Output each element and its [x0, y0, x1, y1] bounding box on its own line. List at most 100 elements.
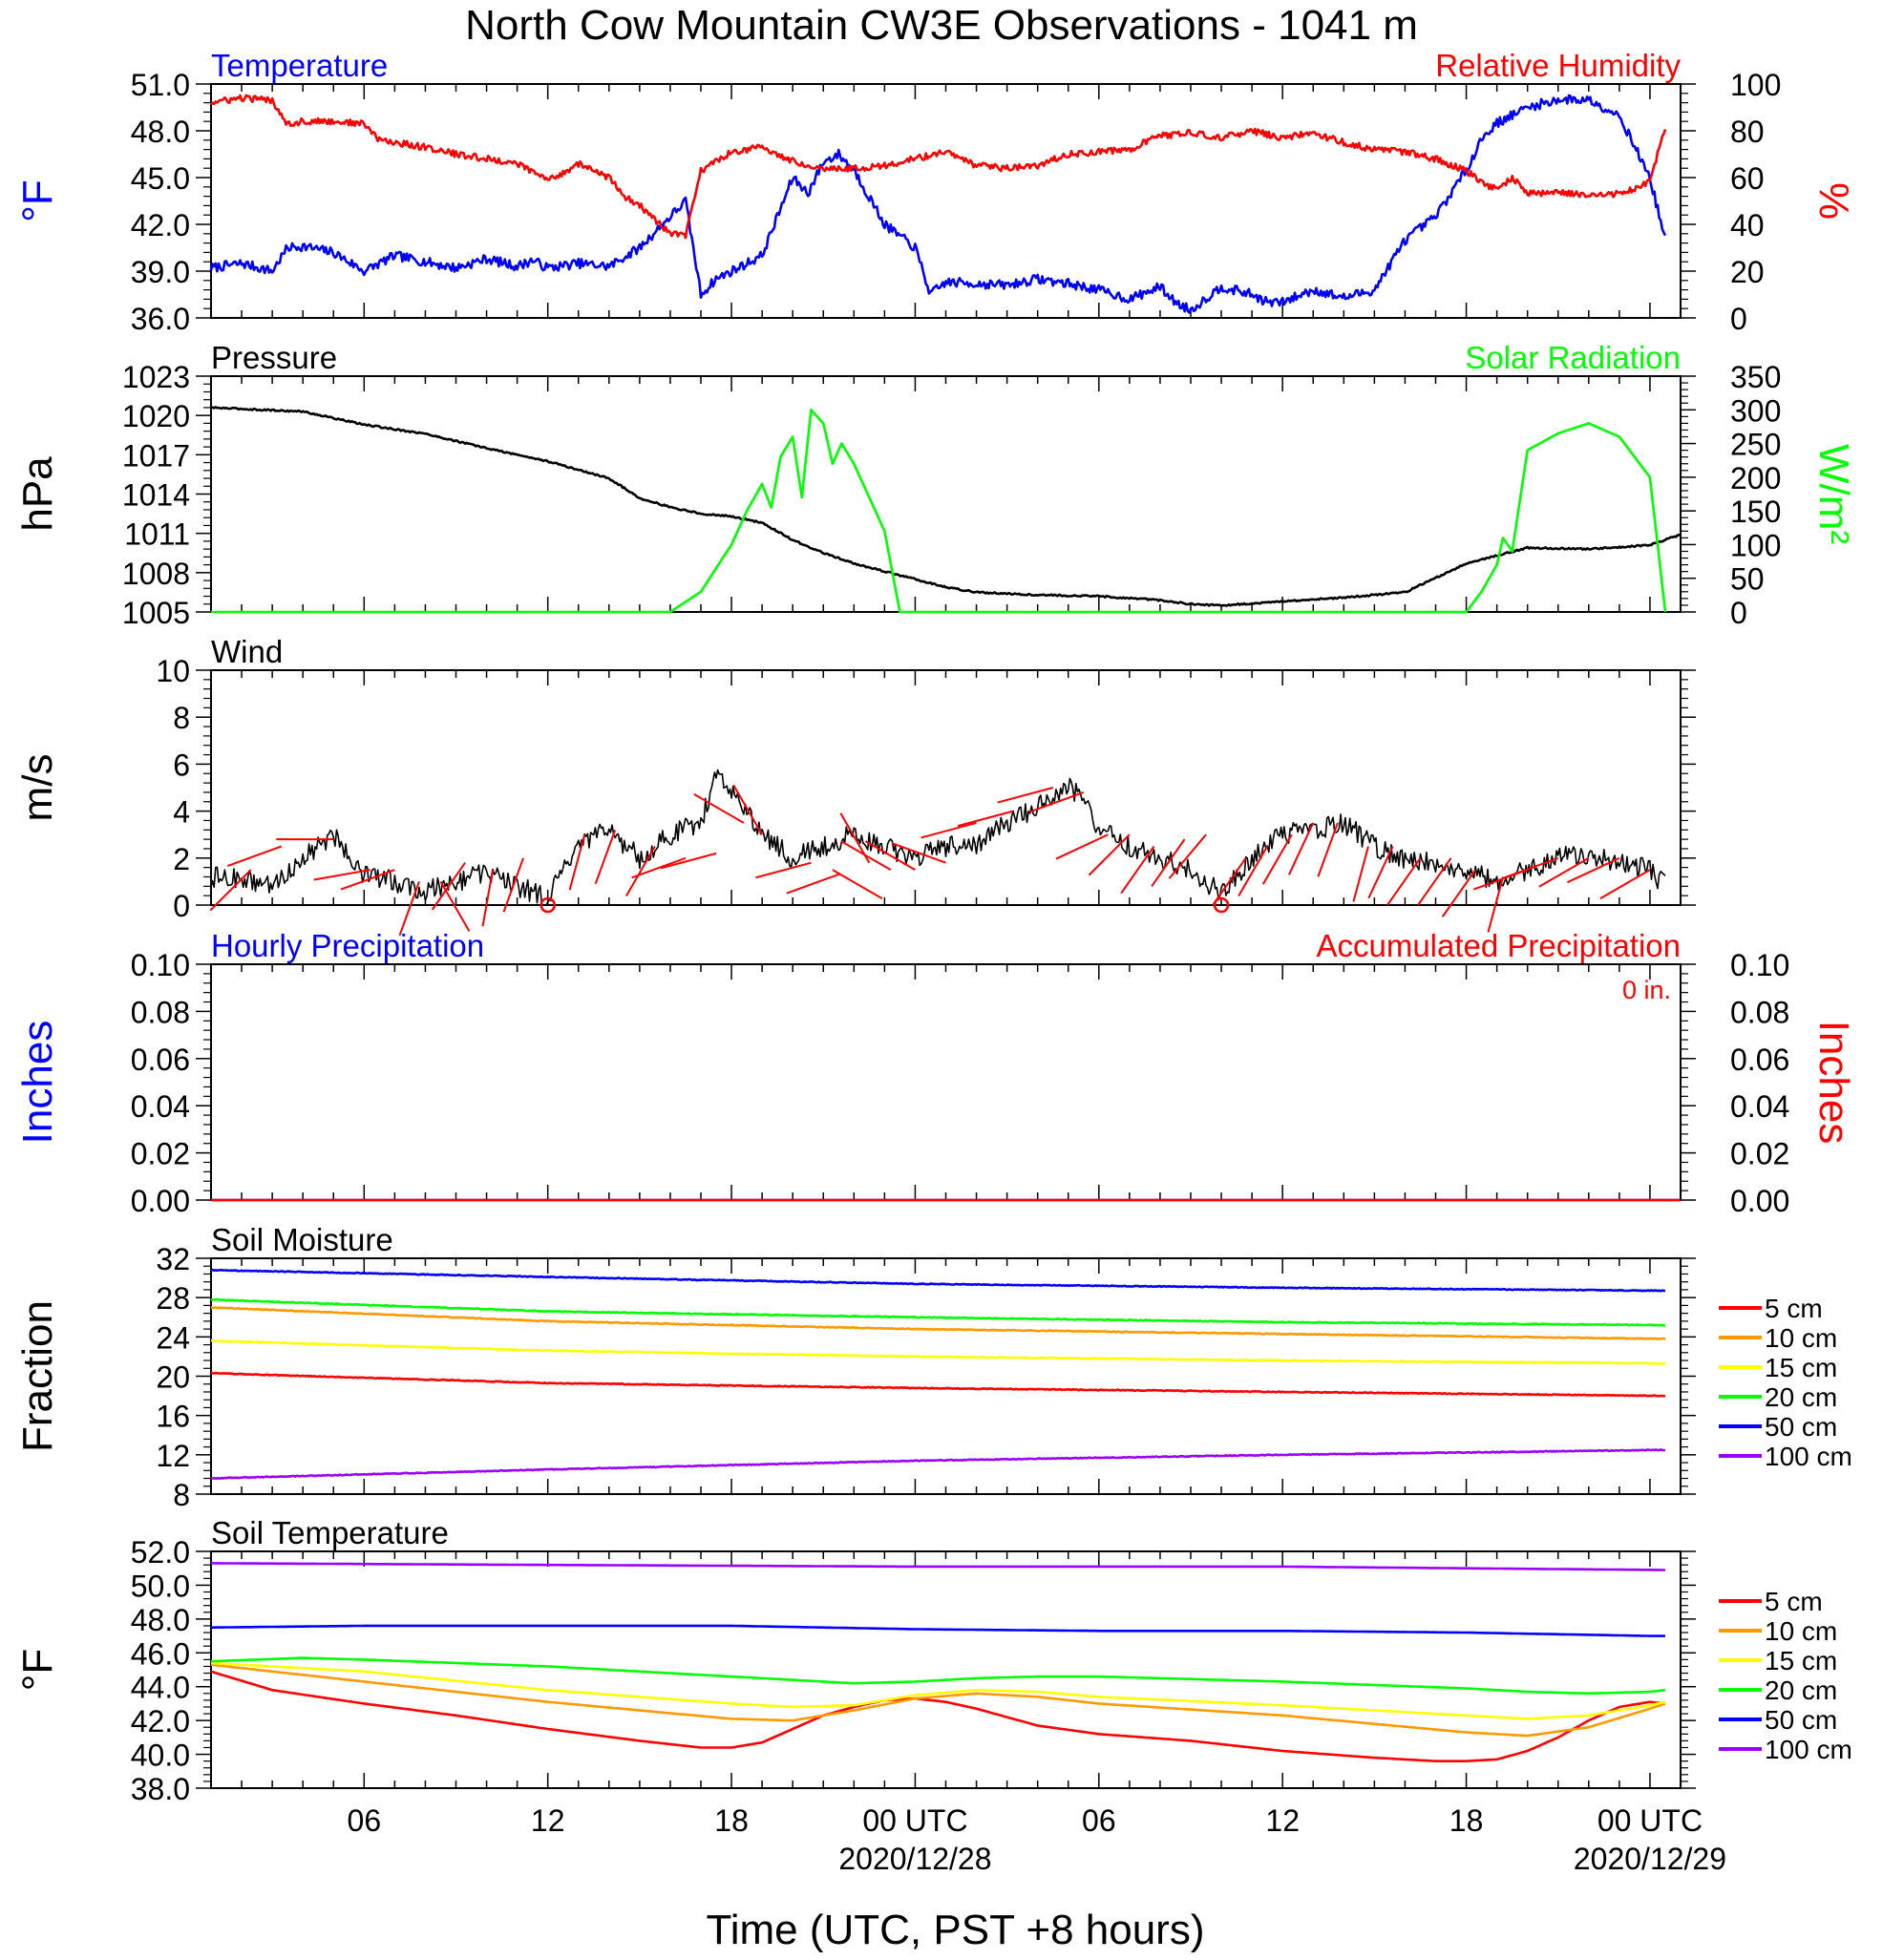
- y-tick-label-right: 100: [1730, 528, 1781, 562]
- y-tick-label-left: 48.0: [131, 1603, 190, 1637]
- wind-barb: [568, 833, 586, 891]
- wind-barb: [840, 840, 892, 871]
- y-tick-label-left: 1020: [122, 399, 190, 433]
- legend-label: 20 cm: [1765, 1382, 1837, 1412]
- y-tick-label-right: 20: [1730, 255, 1765, 289]
- wind-barb: [594, 829, 617, 885]
- panel-title-left: Wind: [211, 634, 283, 669]
- series-line-15-cm: [211, 1338, 1666, 1365]
- y-tick-label-left: 39.0: [131, 255, 190, 289]
- y-axis-label-left: °F: [14, 179, 61, 221]
- panel-frame: [210, 963, 1682, 1201]
- wind-barb: [1487, 876, 1505, 933]
- legend-label: 10 cm: [1765, 1616, 1837, 1646]
- wind-barb: [1261, 833, 1293, 885]
- wind-barb: [481, 869, 494, 927]
- y-tick-label-left: 8: [173, 1478, 190, 1512]
- wind-barb: [209, 869, 252, 912]
- wind-barb: [1538, 856, 1590, 888]
- y-tick-label-left: 1023: [122, 360, 190, 394]
- y-tick-label-left: 0.04: [131, 1089, 190, 1124]
- wind-barb: [1441, 869, 1477, 917]
- y-tick-label-right: 0.10: [1730, 948, 1789, 982]
- series-line-100-cm: [210, 1448, 1665, 1480]
- x-tick-label: 00 UTC: [862, 1803, 967, 1838]
- y-axis-label-left: hPa: [14, 456, 61, 532]
- wind-barb: [957, 810, 1014, 828]
- wind-barb: [693, 793, 745, 824]
- y-tick-label-left: 10: [156, 654, 190, 688]
- legend-label: 20 cm: [1765, 1675, 1837, 1705]
- wind-barb: [1599, 869, 1651, 899]
- series-line-5-cm: [210, 1371, 1666, 1398]
- y-tick-label-right: 350: [1730, 360, 1781, 394]
- wind-barb: [1120, 845, 1155, 895]
- series-line-solar-radiation: [211, 409, 1667, 614]
- y-axis-label-left: °F: [14, 1649, 61, 1691]
- panel-title-right: Solar Radiation: [1465, 340, 1681, 375]
- y-tick-label-right: 250: [1730, 428, 1781, 462]
- x-tick-date-label: 2020/12/29: [1574, 1842, 1726, 1876]
- y-tick-label-left: 51.0: [131, 68, 190, 102]
- legend-label: 100 cm: [1765, 1442, 1852, 1471]
- y-tick-label-right: 50: [1730, 562, 1765, 597]
- wind-barb: [625, 846, 656, 896]
- y-tick-label-left: 28: [156, 1281, 190, 1316]
- y-tick-label-left: 1014: [122, 478, 190, 513]
- y-tick-label-right: 0.04: [1730, 1089, 1789, 1124]
- panel-title-left: Temperature: [211, 48, 388, 83]
- wind-barb: [1151, 838, 1186, 887]
- y-tick-label-left: 8: [173, 701, 190, 735]
- series-line-relative-humidity: [210, 94, 1667, 240]
- y-axis-label-left: Inches: [14, 1021, 61, 1145]
- wind-barb: [1352, 846, 1369, 902]
- legend-label: 5 cm: [1765, 1587, 1823, 1616]
- series-line-20-cm: [210, 1656, 1666, 1696]
- legend-label: 50 cm: [1765, 1705, 1837, 1735]
- wind-barb: [502, 857, 524, 913]
- calm-wind-circle: [540, 896, 556, 914]
- y-tick-label-left: 0.10: [131, 948, 190, 982]
- series-line-pressure: [210, 406, 1682, 607]
- legend-label: 10 cm: [1765, 1323, 1837, 1353]
- wind-barb: [1386, 857, 1422, 906]
- y-tick-label-left: 46.0: [131, 1636, 190, 1671]
- legend-label: 15 cm: [1765, 1646, 1837, 1675]
- wind-barb: [832, 869, 883, 899]
- wind-barb: [1168, 833, 1207, 879]
- wind-barb: [340, 869, 395, 891]
- y-tick-label-left: 44.0: [131, 1671, 190, 1705]
- y-tick-label-left: 40.0: [131, 1739, 190, 1773]
- x-tick-label: 12: [1265, 1803, 1300, 1838]
- y-tick-label-left: 4: [173, 795, 190, 830]
- y-tick-label-left: 36.0: [131, 302, 190, 336]
- y-tick-label-left: 1008: [122, 557, 190, 591]
- calm-wind-circle: [1213, 896, 1230, 914]
- panel-title-left: Soil Temperature: [211, 1515, 449, 1550]
- legend-label: 5 cm: [1765, 1294, 1823, 1323]
- y-tick-label-left: 42.0: [131, 208, 190, 242]
- y-tick-label-right: 80: [1730, 115, 1765, 149]
- series-line-50-cm: [211, 1624, 1665, 1637]
- panel-title-left: Pressure: [211, 340, 337, 375]
- y-tick-label-left: 0.00: [131, 1184, 190, 1218]
- x-tick-label: 18: [1449, 1803, 1484, 1838]
- y-tick-label-left: 45.0: [131, 161, 190, 196]
- series-line-temperature: [209, 94, 1667, 314]
- y-tick-label-left: 42.0: [131, 1704, 190, 1739]
- y-tick-label-left: 1017: [122, 438, 190, 473]
- y-axis-label-left: Fraction: [14, 1300, 61, 1452]
- wind-barb: [1088, 833, 1131, 876]
- y-tick-label-right: 60: [1730, 161, 1765, 196]
- y-tick-label-left: 12: [156, 1439, 190, 1473]
- panel-title-left: Soil Moisture: [211, 1222, 393, 1257]
- y-tick-label-left: 38.0: [131, 1772, 190, 1806]
- y-tick-label-right: 0.06: [1730, 1043, 1789, 1077]
- y-tick-label-right: 100: [1730, 68, 1781, 102]
- y-tick-label-left: 6: [173, 748, 190, 782]
- x-tick-label: 06: [348, 1803, 382, 1838]
- y-tick-label-left: 1011: [124, 517, 190, 552]
- wind-barb: [1367, 846, 1394, 899]
